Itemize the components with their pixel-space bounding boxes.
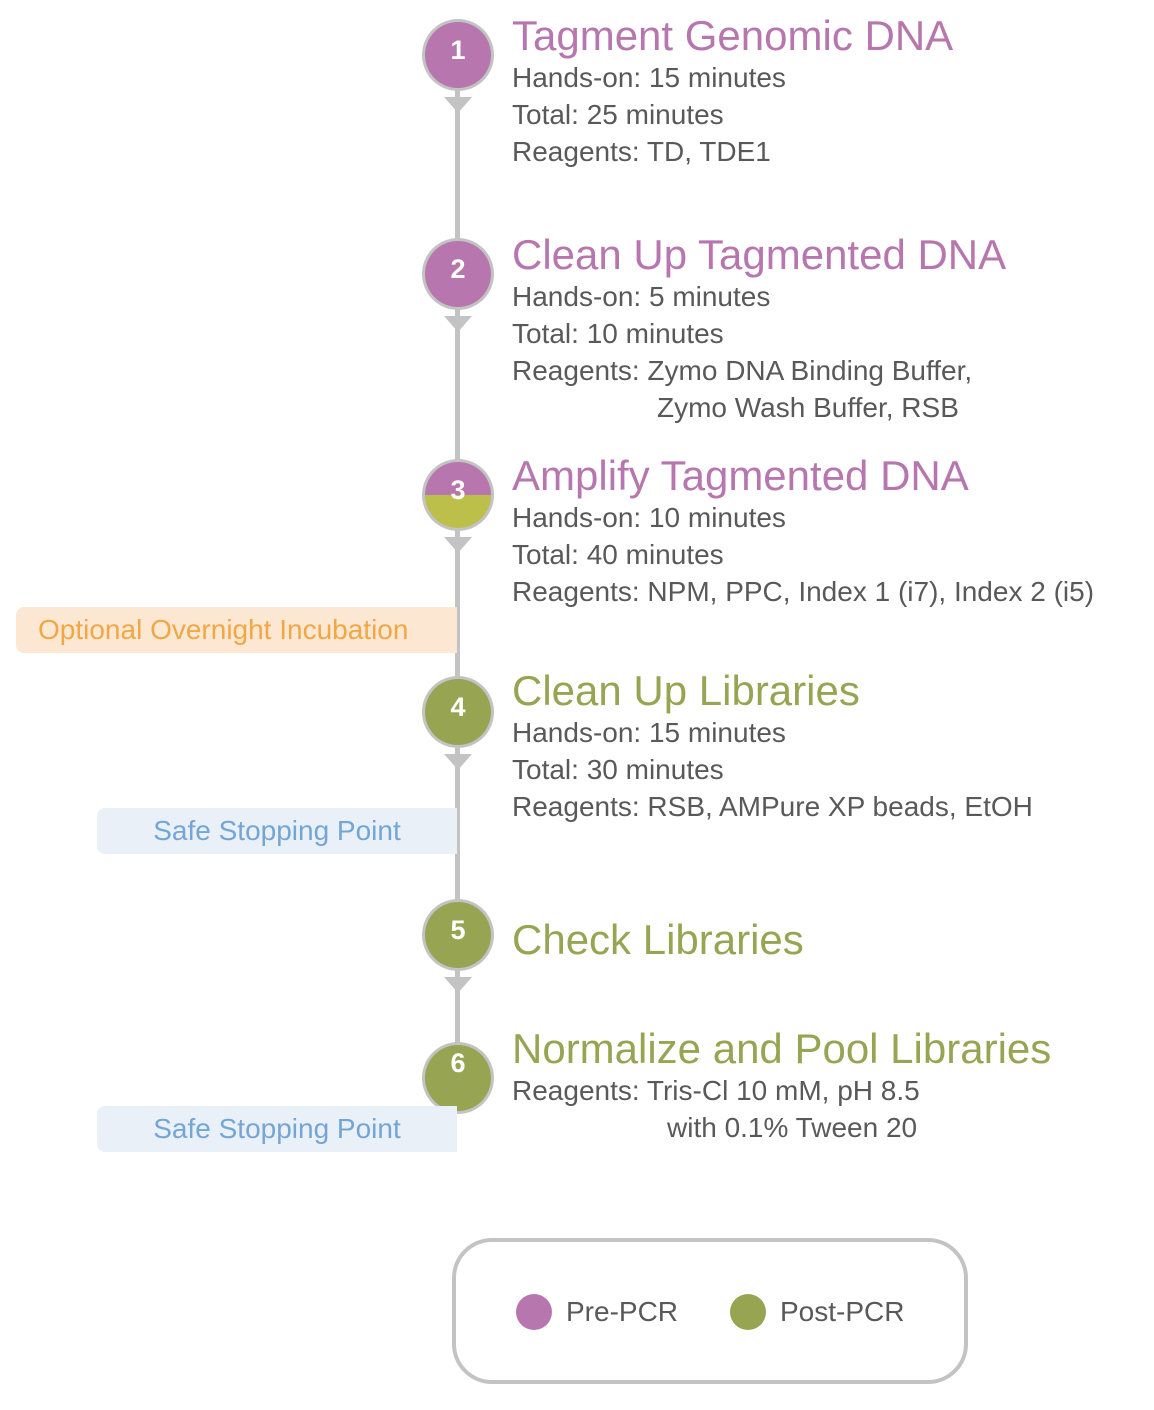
step-3-hands-on: Hands-on: 10 minutes: [512, 502, 786, 533]
timeline-line: [455, 80, 460, 1070]
step-5-number: 5: [450, 915, 466, 945]
pin-icon: [422, 899, 494, 993]
safe-stopping-point-callout-2: Safe Stopping Point: [97, 1106, 457, 1152]
step-6-number: 6: [450, 1048, 466, 1078]
step-3-number: 3: [450, 475, 466, 505]
step-4-marker: 4: [420, 674, 496, 770]
step-4-reagents: Reagents: RSB, AMPure XP beads, EtOH: [512, 791, 1033, 822]
pin-icon: [422, 238, 494, 332]
step-1-hands-on: Hands-on: 15 minutes: [512, 62, 786, 93]
step-4-title: Clean Up Libraries: [512, 667, 860, 714]
pin-icon: [422, 19, 494, 113]
step-2-title: Clean Up Tagmented DNA: [512, 231, 1007, 278]
step-1-marker: 1: [420, 17, 496, 113]
step-4-number: 4: [450, 692, 466, 722]
step-4-total: Total: 30 minutes: [512, 754, 724, 785]
step-2-reagents-cont: Zymo Wash Buffer, RSB: [657, 392, 959, 423]
pin-icon: [422, 459, 494, 553]
optional-overnight-callout: Optional Overnight Incubation: [16, 607, 457, 653]
step-5-marker: 5: [420, 897, 496, 993]
step-2-reagents: Reagents: Zymo DNA Binding Buffer,: [512, 355, 973, 386]
step-4-details: Hands-on: 15 minutes Total: 30 minutes R…: [512, 714, 1033, 825]
legend-label-post-pcr: Post-PCR: [780, 1296, 905, 1327]
legend: Pre-PCR Post-PCR: [452, 1238, 968, 1384]
step-3-marker: 3: [420, 457, 496, 553]
pre-pcr-dot-icon: [516, 1294, 552, 1330]
step-4-hands-on: Hands-on: 15 minutes: [512, 717, 786, 748]
step-3-title: Amplify Tagmented DNA: [512, 452, 969, 499]
step-5-title: Check Libraries: [512, 916, 804, 963]
step-3-reagents: Reagents: NPM, PPC, Index 1 (i7), Index …: [512, 576, 1095, 607]
step-6-reagents: Reagents: Tris-Cl 10 mM, pH 8.5: [512, 1075, 920, 1106]
step-3-details: Hands-on: 10 minutes Total: 40 minutes R…: [512, 499, 1094, 610]
safe-stopping-point-callout: Safe Stopping Point: [97, 808, 457, 854]
step-3-total: Total: 40 minutes: [512, 539, 724, 570]
step-2-total: Total: 10 minutes: [512, 318, 724, 349]
step-2-details: Hands-on: 5 minutes Total: 10 minutes Re…: [512, 278, 972, 426]
pin-icon: [422, 676, 494, 770]
step-2-hands-on: Hands-on: 5 minutes: [512, 281, 771, 312]
step-2-number: 2: [450, 254, 466, 284]
step-6-reagents-cont: with 0.1% Tween 20: [667, 1112, 918, 1143]
pin-icon: [422, 1042, 494, 1114]
step-6-details: Reagents: Tris-Cl 10 mM, pH 8.5 with 0.1…: [512, 1072, 920, 1146]
step-1-total: Total: 25 minutes: [512, 99, 724, 130]
step-2-marker: 2: [420, 236, 496, 332]
legend-label-pre-pcr: Pre-PCR: [566, 1296, 679, 1327]
step-1-title: Tagment Genomic DNA: [512, 12, 954, 59]
step-1-details: Hands-on: 15 minutes Total: 25 minutes R…: [512, 59, 786, 170]
step-6-title: Normalize and Pool Libraries: [512, 1025, 1052, 1072]
post-pcr-dot-icon: [730, 1294, 766, 1330]
step-1-reagents: Reagents: TD, TDE1: [512, 136, 771, 167]
step-6-marker: 6: [420, 1030, 496, 1126]
step-1-number: 1: [450, 35, 466, 65]
